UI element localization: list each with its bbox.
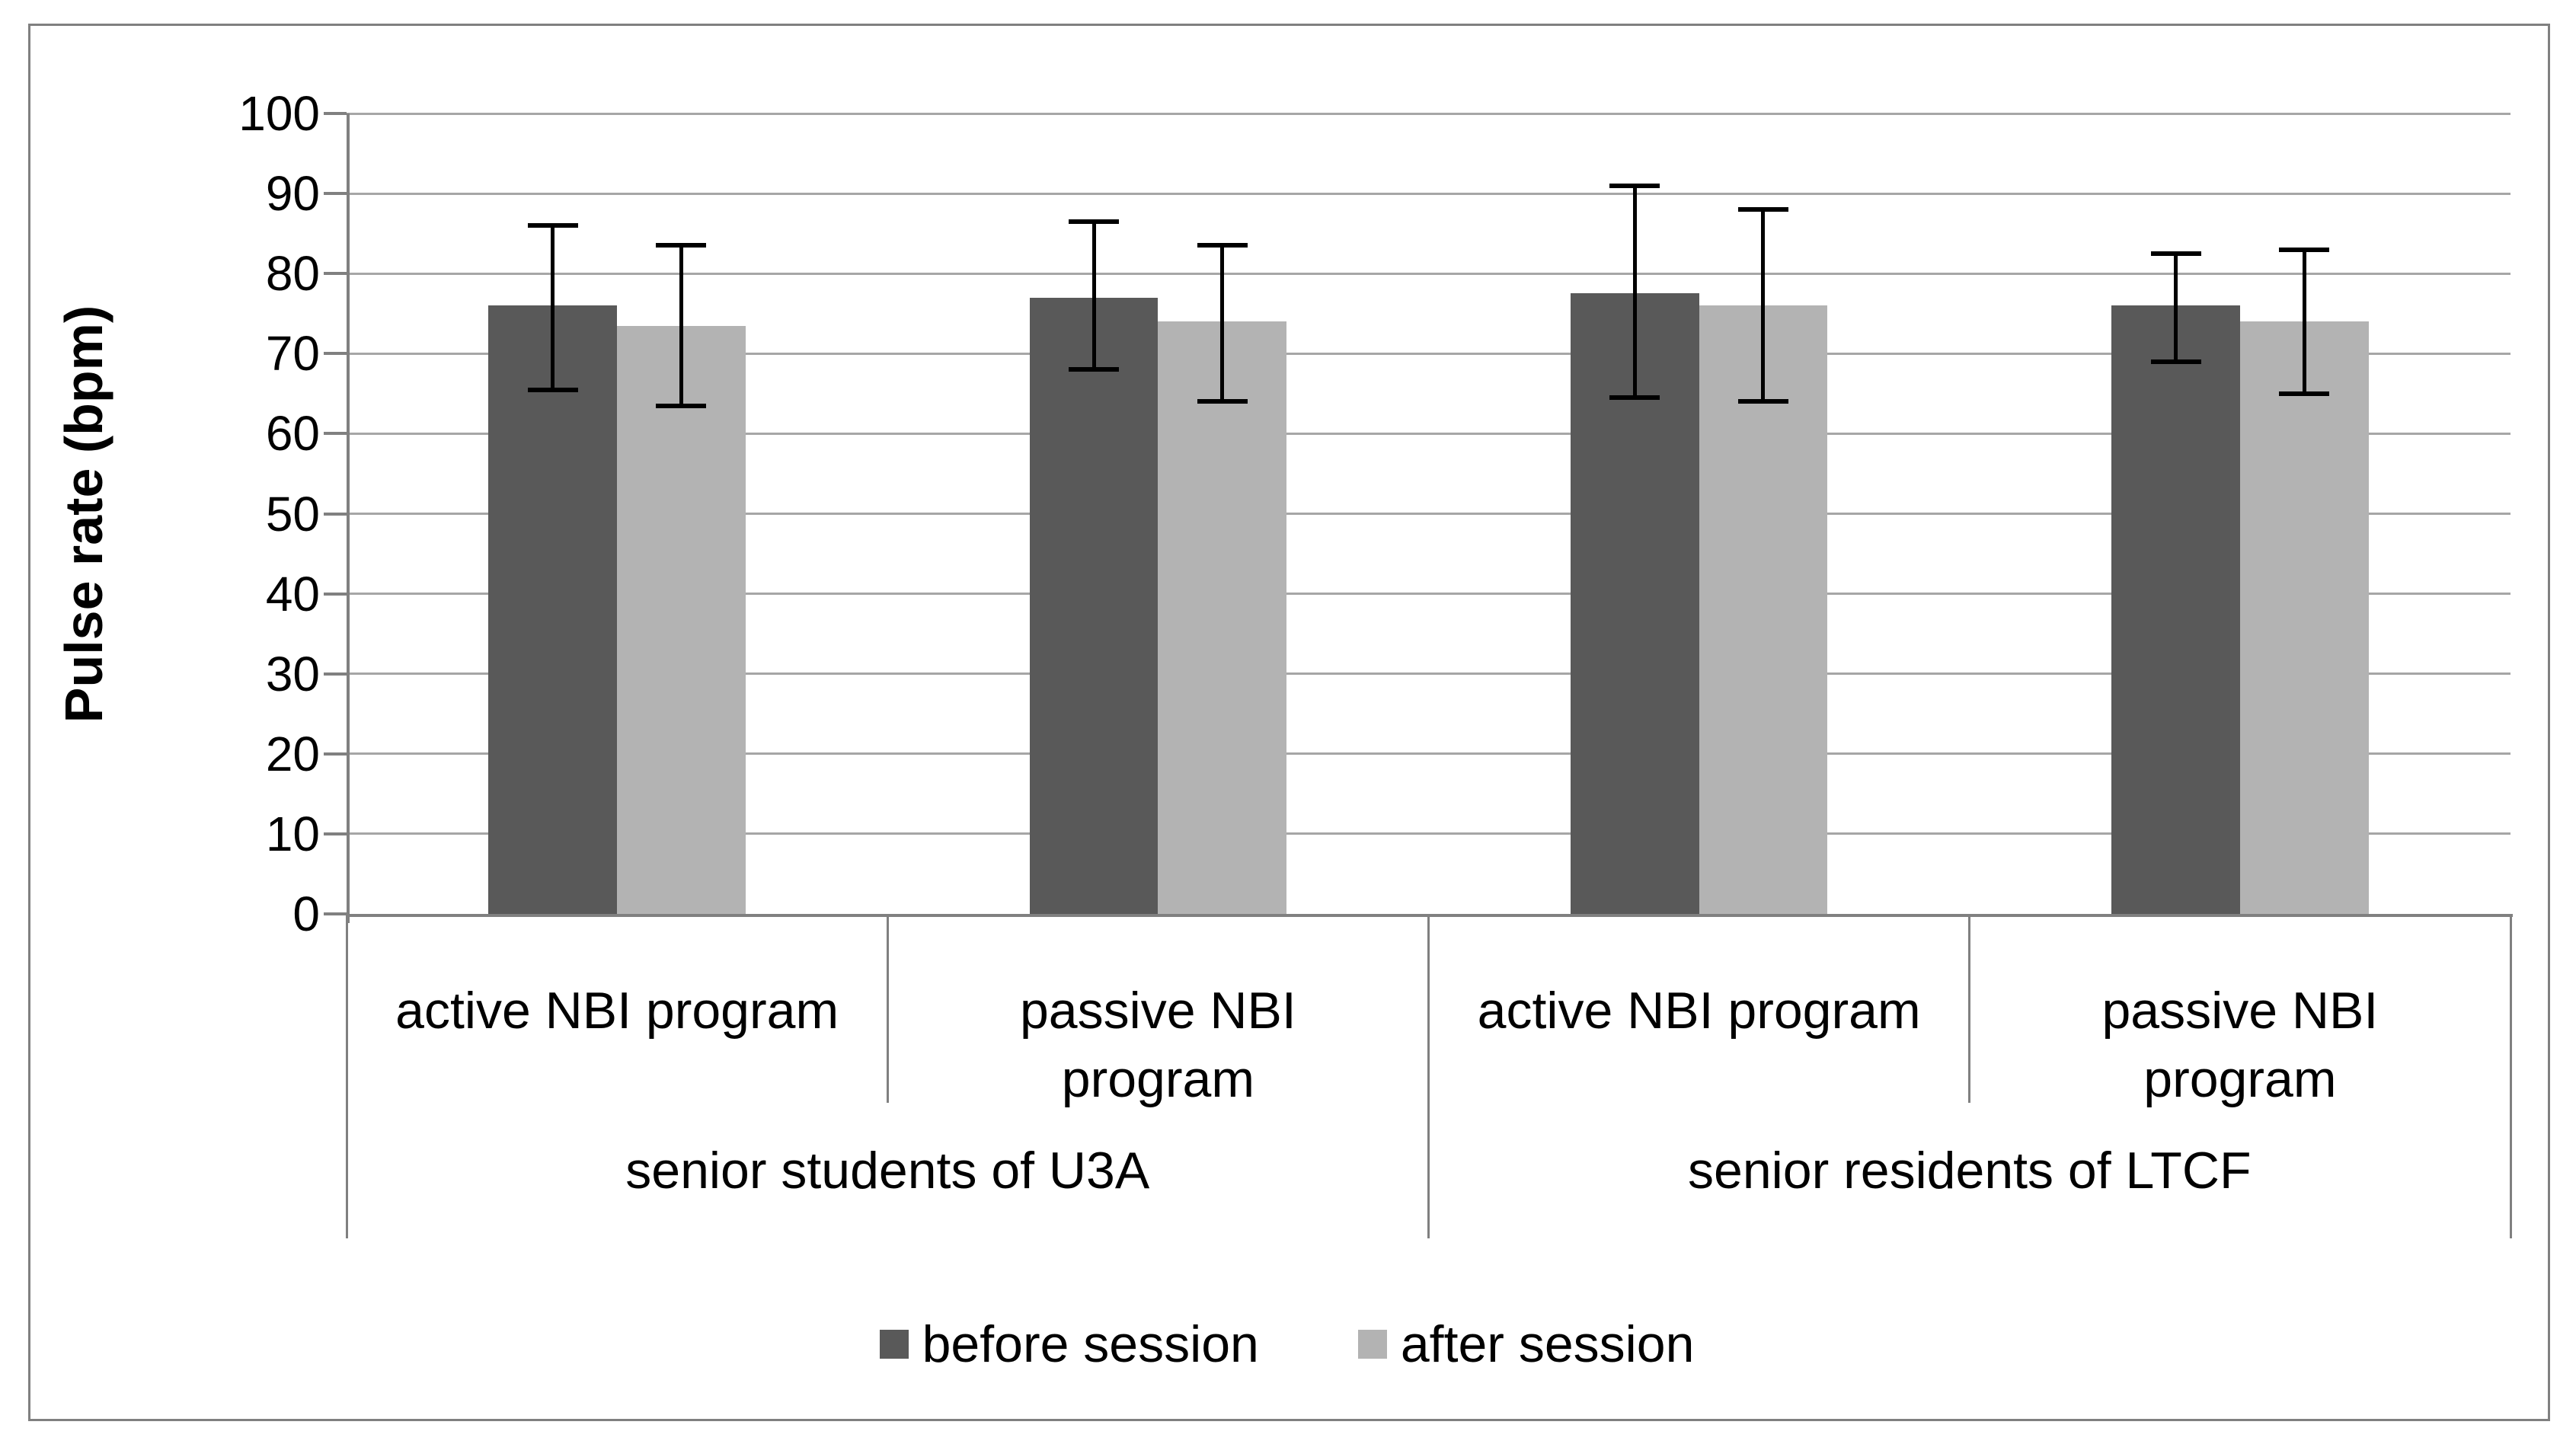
y-tick-label-50: 50 [265,486,320,542]
legend-item-before-session: before session [879,1315,1259,1374]
bar-after-session-3 [2239,321,2369,914]
y-tick-mark-0 [324,912,347,915]
category-label-line: passive NBI [1019,982,1296,1040]
group-divider-2 [1427,914,1430,1238]
y-tick-label-100: 100 [238,86,320,141]
category-label-0: active NBI program [347,923,887,1103]
error-bar-cap-top-before-session-0 [527,223,578,228]
error-bar-line-after-session-1 [1220,245,1225,402]
category-label-line: active NBI program [1477,982,1921,1040]
category-label-2: active NBI program [1429,923,1970,1103]
error-bar-cap-bottom-after-session-3 [2279,391,2330,396]
gridline-100 [347,112,2510,115]
plot-area [347,112,2510,914]
category-divider-1 [886,914,889,1103]
gridline-20 [347,752,2510,756]
error-bar-cap-bottom-before-session-2 [1609,395,1660,401]
error-bar-cap-bottom-before-session-0 [527,387,578,392]
x-axis: active NBI program passive NBI program acti… [345,914,2512,1241]
error-bar-line-before-session-3 [2174,253,2178,362]
y-tick-mark-60 [324,432,347,436]
bar-before-session-3 [2111,305,2240,914]
legend-label-after-session: after session [1400,1315,1695,1373]
y-tick-label-30: 30 [265,646,320,701]
error-bar-line-after-session-2 [1761,209,1766,402]
error-bar-cap-top-after-session-1 [1197,243,1248,248]
error-bar-cap-top-after-session-0 [656,243,707,248]
y-tick-mark-40 [324,592,347,596]
error-bar-cap-bottom-after-session-2 [1737,399,1788,404]
gridline-40 [347,593,2510,596]
legend-item-after-session: after session [1357,1315,1695,1374]
category-label-line: program [2143,1050,2337,1108]
y-tick-label-20: 20 [265,726,320,781]
y-tick-mark-30 [324,672,347,676]
category-label-line: active NBI program [395,982,839,1040]
error-bar-cap-bottom-after-session-1 [1197,399,1248,404]
y-tick-mark-20 [324,752,347,756]
y-tick-label-60: 60 [265,406,320,462]
error-bar-cap-top-before-session-3 [2150,251,2201,256]
group-divider-0 [345,914,348,1238]
y-tick-label-40: 40 [265,566,320,621]
y-tick-mark-10 [324,832,347,835]
legend-marker-before-session [879,1330,909,1359]
error-bar-cap-top-after-session-2 [1737,207,1788,212]
error-bar-cap-top-before-session-1 [1069,219,1120,224]
category-label-line: passive NBI [2101,982,2379,1040]
error-bar-cap-top-after-session-3 [2279,247,2330,252]
y-tick-label-70: 70 [265,326,320,382]
error-bar-cap-top-before-session-2 [1609,183,1660,188]
y-tick-label-80: 80 [265,246,320,302]
bar-after-session-2 [1699,305,1828,914]
y-tick-mark-80 [324,272,347,276]
error-bar-cap-bottom-after-session-0 [656,403,707,408]
y-tick-label-0: 0 [292,887,320,941]
y-tick-label-90: 90 [265,166,320,222]
gridline-30 [347,672,2510,676]
gridline-80 [347,272,2510,275]
group-label-0: senior students of U3A [625,1142,1150,1200]
error-bar-line-before-session-1 [1091,221,1096,370]
category-label-3: passive NBI program [1970,923,2510,1108]
y-tick-label-10: 10 [265,806,320,861]
gridline-90 [347,192,2510,195]
y-axis-line [347,113,350,923]
bar-before-session-0 [488,305,618,914]
error-bar-line-after-session-3 [2302,249,2306,394]
legend-label-before-session: before session [922,1315,1259,1373]
error-bar-line-after-session-0 [679,245,683,406]
bar-after-session-0 [617,325,746,914]
bar-before-session-1 [1029,297,1159,914]
legend-marker-after-session [1357,1330,1387,1359]
category-label-line: program [1061,1050,1254,1108]
gridline-60 [347,432,2510,435]
legend: before session after session [28,1287,2546,1401]
error-bar-cap-bottom-before-session-1 [1069,367,1120,372]
group-divider-4 [2509,914,2512,1238]
category-label-1: passive NBI program [887,923,1428,1108]
error-bar-cap-bottom-before-session-3 [2150,359,2201,364]
gridline-50 [347,513,2510,515]
gridline-10 [347,832,2510,835]
category-divider-3 [1968,914,1971,1103]
y-tick-mark-50 [324,512,347,516]
x-axis-line [347,914,2513,917]
y-tick-mark-100 [324,112,347,115]
error-bar-line-before-session-2 [1632,185,1637,398]
group-label-1: senior residents of LTCF [1688,1142,2252,1200]
gridline-70 [347,352,2510,355]
bar-after-session-1 [1158,321,1287,914]
y-tick-mark-90 [324,192,347,196]
y-tick-mark-70 [324,352,347,356]
error-bar-line-before-session-0 [551,225,555,390]
